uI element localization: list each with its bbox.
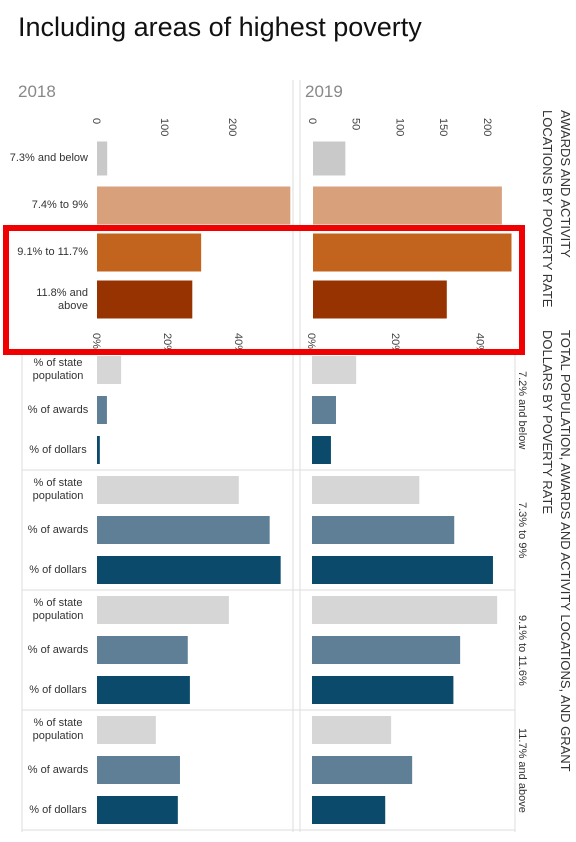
series-label: % of dollars	[29, 443, 87, 456]
bar	[313, 280, 447, 319]
group-label: 7.2% and below	[516, 370, 528, 450]
page-title: Including areas of highest poverty	[18, 12, 422, 42]
bar	[97, 756, 180, 784]
highlight-box	[3, 225, 525, 355]
series-label: % of dollars	[29, 563, 87, 576]
bar	[312, 716, 392, 744]
bar	[97, 676, 190, 704]
year-label: 2019	[305, 82, 343, 101]
bar	[97, 436, 100, 464]
bar	[312, 476, 420, 504]
category-label: 7.3% and below	[9, 152, 88, 164]
series-label: % of state population	[32, 597, 84, 622]
bar	[312, 556, 493, 584]
category-label: 11.8% and above	[36, 286, 88, 312]
bar	[97, 716, 156, 744]
bar	[312, 756, 413, 784]
group-label: 9.1% to 11.6%	[516, 614, 528, 686]
bar	[312, 796, 386, 824]
section-title: TOTAL POPULATION, AWARDS AND ACTIVITY LO…	[540, 330, 573, 772]
group-label: 7.3% to 9%	[516, 501, 528, 559]
bar	[312, 356, 357, 384]
bar	[312, 436, 331, 464]
series-label: % of awards	[27, 523, 89, 536]
x-tick-label: 0%	[90, 333, 102, 349]
bar	[312, 396, 336, 424]
series-label: % of state population	[32, 357, 84, 382]
year-label: 2018	[18, 82, 56, 101]
bar	[97, 233, 202, 272]
x-tick-label: 200	[226, 118, 238, 136]
series-label: % of state population	[32, 477, 84, 502]
x-tick-label: 100	[393, 118, 405, 136]
group-label: 11.7% and above	[516, 727, 528, 813]
series-label: % of dollars	[29, 803, 87, 816]
series-label: % of state population	[32, 717, 84, 742]
bar	[97, 796, 178, 824]
bar	[312, 516, 455, 544]
x-tick-label: 50	[350, 118, 362, 130]
bar	[97, 476, 239, 504]
bar	[312, 676, 454, 704]
bar	[97, 396, 107, 424]
bar	[97, 280, 193, 319]
bar	[312, 636, 461, 664]
bar	[97, 516, 270, 544]
section-title: AWARDS AND ACTIVITY LOCATIONS BY POVERTY…	[540, 110, 573, 308]
bar	[97, 596, 229, 624]
category-label: 7.4% to 9%	[31, 199, 88, 211]
series-label: % of awards	[27, 643, 89, 656]
x-tick-label: 150	[437, 118, 449, 136]
x-tick-label: 100	[158, 118, 170, 136]
bar	[97, 356, 122, 384]
bar	[312, 596, 498, 624]
bar	[313, 186, 502, 225]
series-label: % of awards	[27, 763, 89, 776]
bar	[97, 141, 108, 176]
x-tick-label: 200	[481, 118, 493, 136]
x-tick-label: 0	[306, 118, 318, 124]
x-tick-label: 0%	[305, 333, 317, 349]
bar	[313, 233, 512, 272]
x-tick-label: 0	[90, 118, 102, 124]
bar	[97, 636, 188, 664]
bar	[313, 141, 346, 176]
series-label: % of dollars	[29, 683, 87, 696]
bar	[97, 556, 281, 584]
bar	[97, 186, 291, 225]
series-label: % of awards	[27, 403, 89, 416]
category-label: 9.1% to 11.7%	[17, 246, 88, 258]
